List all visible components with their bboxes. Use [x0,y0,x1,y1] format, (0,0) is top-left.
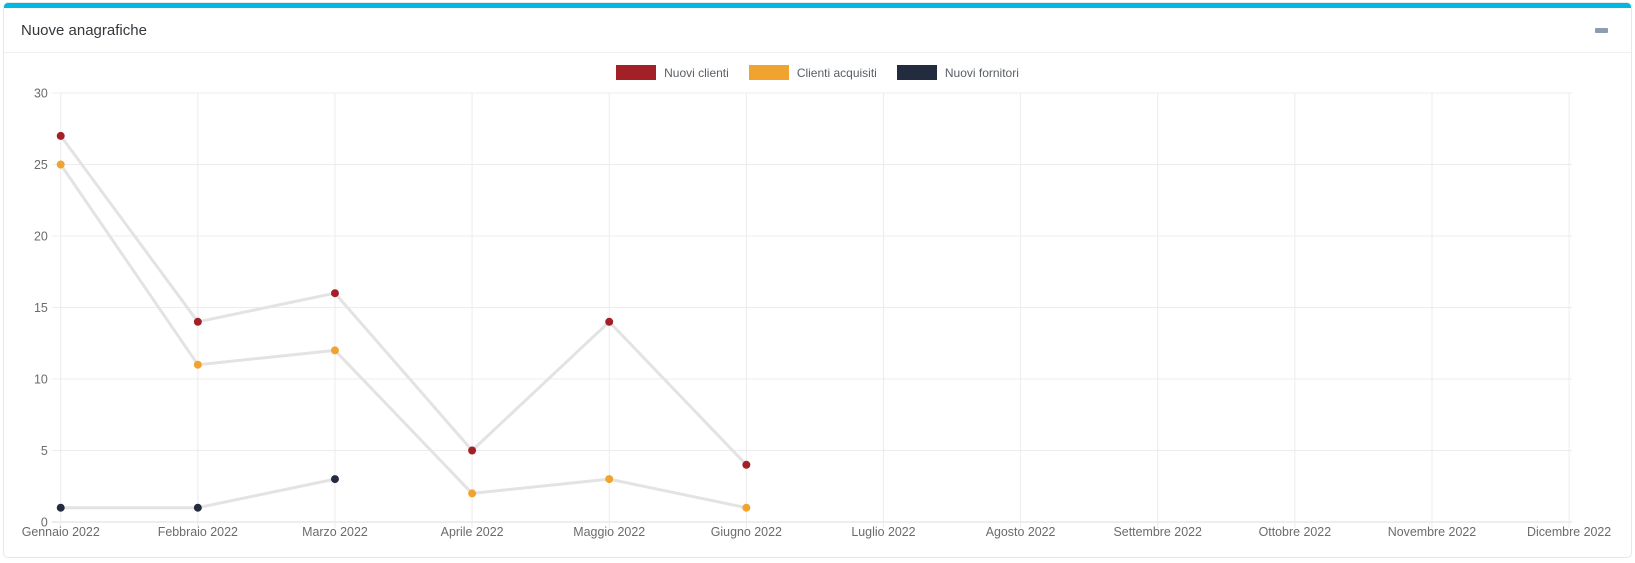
y-tick-label: 0 [41,515,48,529]
x-tick-label: Febbraio 2022 [158,525,238,539]
data-point[interactable] [742,503,751,512]
line-chart: 0 5 10 15 20 25 30 Gennaio 2022 Febbraio 2022 Mar… [22,86,1612,539]
legend-label: Clienti acquisiti [796,65,877,80]
x-tick-label: Novembre 2022 [1388,525,1476,539]
legend-label: Nuovi fornitori [944,65,1019,80]
data-point[interactable] [193,360,202,369]
chart-legend: Nuovi clienti Clienti acquisiti Nuovi forn… [4,65,1631,80]
legend-swatch [616,65,657,80]
series-line [59,163,748,510]
data-point[interactable] [193,317,202,326]
data-point[interactable] [330,475,339,484]
legend-item-1[interactable]: Nuovi clienti [616,65,729,80]
widget-title: Nuove anagrafiche [21,22,147,39]
collapse-button[interactable] [1589,24,1614,37]
x-tick-label: Settembre 2022 [1114,525,1202,539]
data-point[interactable] [193,503,202,512]
y-tick-label: 25 [34,158,48,172]
widget-card: Nuove anagrafiche Nuovi clienti Clienti a… [3,2,1632,558]
y-tick-label: 10 [34,372,48,386]
data-point[interactable] [56,160,65,169]
data-point[interactable] [56,131,65,140]
x-tick-label: Maggio 2022 [573,525,645,539]
x-tick-label: Marzo 2022 [302,525,368,539]
data-point[interactable] [330,346,339,355]
legend-item-2[interactable]: Clienti acquisiti [748,65,877,80]
legend-label: Nuovi clienti [664,65,729,80]
x-tick-label: Agosto 2022 [986,525,1056,539]
data-point[interactable] [468,489,477,498]
data-point[interactable] [330,289,339,298]
minus-icon [1595,28,1608,33]
x-tick-label: Giugno 2022 [711,525,782,539]
chart-card-body: Nuovi clienti Clienti acquisiti Nuovi forn… [4,65,1631,557]
legend-item-3[interactable]: Nuovi fornitori [896,65,1019,80]
x-tick-label: Dicembre 2022 [1527,525,1611,539]
data-point[interactable] [742,460,751,469]
y-tick-label: 15 [34,301,48,315]
data-point[interactable] [605,475,614,484]
x-tick-label: Gennaio 2022 [22,525,100,539]
legend-swatch [748,65,789,80]
x-tick-label: Ottobre 2022 [1259,525,1332,539]
y-tick-label: 5 [41,444,48,458]
x-tick-label: Luglio 2022 [851,525,915,539]
data-point[interactable] [468,446,477,455]
card-header: Nuove anagrafiche [4,8,1631,53]
legend-swatch [896,65,937,80]
card-accent-bar [4,3,1631,8]
series-line [59,134,748,467]
y-tick-label: 20 [34,229,48,243]
data-point[interactable] [56,503,65,512]
x-tick-label: Aprile 2022 [441,525,504,539]
data-point[interactable] [605,317,614,326]
y-tick-label: 30 [34,86,48,100]
